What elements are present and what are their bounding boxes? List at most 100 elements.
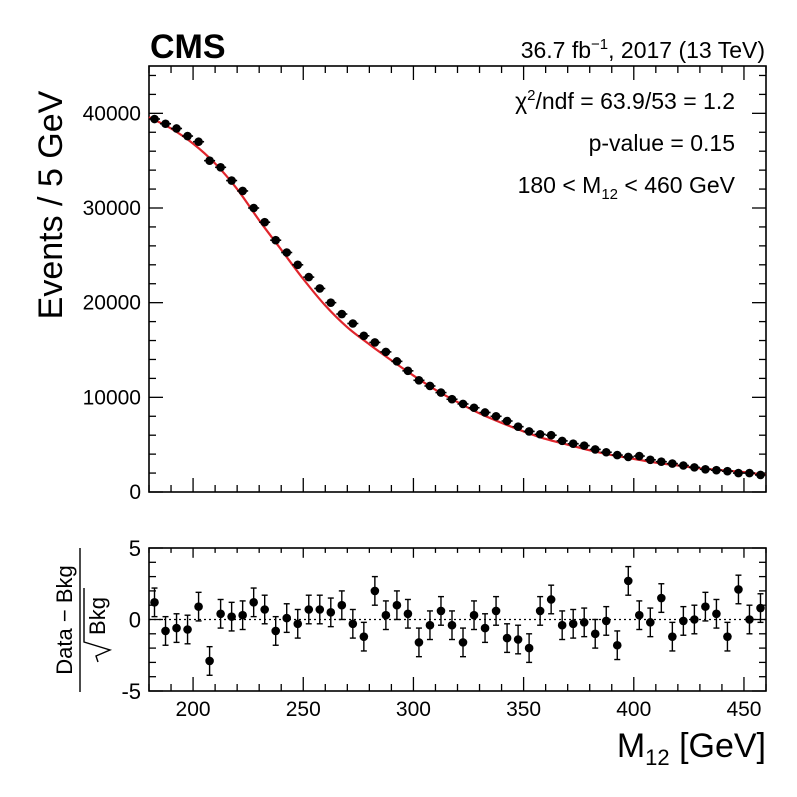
pull-point [690, 615, 699, 624]
main-data-points [149, 114, 766, 480]
data-point [612, 450, 622, 460]
pull-point [612, 640, 622, 650]
experiment-label: CMS [150, 28, 226, 66]
pull-point [425, 620, 435, 630]
x-tick-label: 200 [176, 698, 211, 721]
pull-point [447, 620, 457, 630]
pull-point [282, 613, 292, 623]
data-point [756, 470, 765, 480]
pull-point [524, 643, 534, 653]
data-point [524, 427, 534, 436]
data-point [502, 416, 512, 426]
pull-point [502, 633, 512, 643]
pull-point [381, 610, 391, 620]
data-point [381, 347, 391, 357]
data-point [745, 468, 754, 478]
pvalue-annotation: p-value = 0.15 [589, 130, 735, 156]
data-point [194, 137, 203, 147]
pull-point [172, 623, 181, 633]
x-tick-label: 450 [726, 698, 761, 721]
pull-point [590, 629, 600, 639]
pull-y-axis-label: Data − Bkg Bkg [52, 548, 113, 692]
data-point [260, 217, 269, 227]
pull-point [150, 598, 159, 607]
data-point [646, 455, 655, 465]
data-point [238, 186, 247, 196]
data-point [657, 457, 666, 467]
pull-point [568, 619, 578, 629]
fit-curve [148, 116, 767, 477]
pull-point [734, 585, 743, 594]
pull-point [557, 620, 567, 630]
pull-point [723, 632, 732, 641]
data-point [205, 156, 214, 165]
main-y-tick-labels: 0 10000 20000 30000 40000 [83, 102, 141, 504]
pull-y-denominator: Bkg [85, 597, 110, 635]
data-point [734, 468, 743, 478]
y-tick-label: 5 [129, 536, 141, 561]
data-point [590, 445, 600, 454]
x-tick-label: 400 [616, 698, 651, 721]
pull-axis-ticks [148, 547, 767, 692]
x-tick-label: 300 [396, 698, 431, 721]
data-point [282, 248, 292, 257]
x-axis-label: M12 [GeV] [617, 727, 766, 770]
pull-point [458, 638, 468, 647]
data-point [403, 366, 413, 376]
data-point [513, 422, 523, 431]
pull-point [491, 606, 501, 616]
y-tick-label: 30000 [83, 197, 141, 220]
data-point [183, 131, 192, 141]
data-point [623, 452, 633, 462]
data-point [425, 381, 435, 391]
pull-point [414, 638, 424, 647]
data-point [447, 394, 457, 404]
data-point [227, 176, 236, 185]
data-point [712, 465, 721, 475]
y-tick-label: 20000 [83, 292, 141, 315]
data-point [679, 461, 688, 470]
fit-range-annotation: 180 < M12 < 460 GeV [518, 172, 736, 203]
pull-point [238, 610, 247, 620]
pull-point [271, 626, 281, 636]
pull-point [315, 605, 325, 614]
lumi-label: 36.7 fb−1, 2017 (13 TeV) [521, 36, 765, 63]
pull-point [183, 625, 192, 634]
data-point [634, 451, 644, 461]
data-point [690, 463, 699, 472]
x-tick-labels: 200 250 300 350 400 450 [176, 698, 762, 721]
pull-point [403, 609, 413, 619]
pull-point [205, 656, 214, 666]
pull-point [535, 606, 545, 616]
pull-plot-frame [148, 547, 767, 692]
data-point [161, 119, 170, 129]
data-point [668, 459, 677, 468]
pull-point [337, 600, 347, 610]
main-y-axis-label: Events / 5 GeV [32, 90, 70, 319]
pull-point [249, 598, 258, 607]
data-point [326, 298, 336, 307]
x-tick-label: 350 [506, 698, 541, 721]
pull-point [679, 616, 688, 626]
pull-point [260, 605, 269, 614]
data-point [436, 388, 446, 397]
y-tick-label: -5 [121, 679, 141, 704]
pull-point [601, 616, 611, 626]
data-point [249, 203, 258, 213]
main-axis-ticks [148, 66, 767, 493]
pull-point [480, 623, 490, 633]
data-point [701, 464, 710, 474]
sqrt-sign [83, 588, 113, 663]
data-point [337, 309, 347, 319]
data-point [216, 162, 225, 172]
pull-point [623, 576, 633, 586]
pull-y-tick-labels: -5 0 5 [121, 536, 141, 704]
pull-point [701, 602, 710, 611]
pull-point [646, 618, 655, 627]
pull-point [668, 632, 677, 641]
pull-point [370, 586, 380, 596]
pull-point [469, 610, 479, 620]
data-point [414, 375, 424, 385]
data-point [458, 399, 468, 409]
